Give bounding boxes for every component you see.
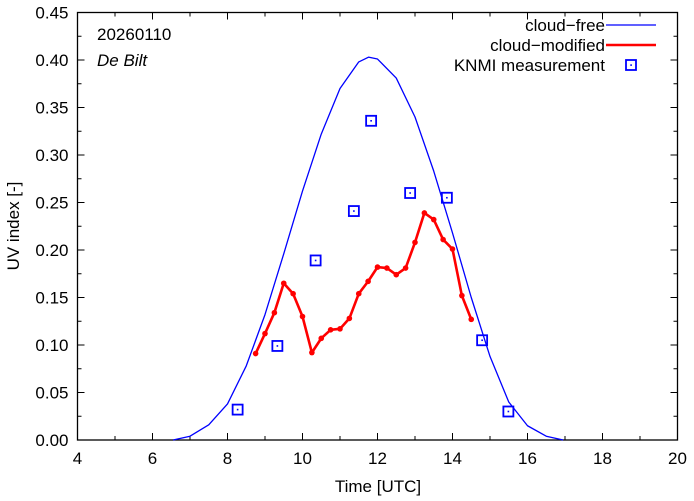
x-tick-label: 14 [443, 449, 462, 468]
data-point [337, 326, 343, 332]
marker-dot [446, 196, 448, 199]
marker-dot [236, 408, 239, 411]
data-point [365, 278, 371, 285]
y-tick-label: 0.20 [35, 241, 68, 260]
marker-square [476, 334, 489, 347]
measurement-marker [440, 191, 453, 204]
marker-dot [370, 120, 372, 122]
legend: cloud−free cloud−modified KNMI measureme… [454, 16, 656, 75]
y-tick-label: 0.15 [35, 289, 68, 308]
data-point [346, 315, 353, 322]
y-tick-label: 0.35 [35, 99, 68, 118]
data-point [299, 313, 306, 320]
y-tick-label: 0.25 [35, 194, 68, 213]
y-tick-label: 0.40 [35, 51, 68, 70]
marker-dot [507, 410, 510, 413]
x-tick-label: 18 [593, 449, 612, 468]
marker-square [440, 191, 453, 204]
series-cloud-free [172, 56, 564, 441]
x-tick-label: 20 [668, 449, 687, 468]
data-point [468, 316, 475, 323]
x-axis: 4 6 8 10 12 14 16 18 20 [73, 12, 687, 468]
x-tick-label: 10 [293, 449, 312, 468]
data-point [318, 335, 325, 342]
data-point [280, 280, 287, 287]
marker-dot [481, 339, 483, 342]
measurement-marker [365, 114, 378, 127]
data-point [449, 246, 456, 252]
plot-frame [76, 11, 679, 441]
y-tick-label: 0.05 [35, 384, 68, 403]
marker-square [231, 403, 244, 416]
y-axis-title: UV index [-] [4, 182, 23, 271]
marker-square [271, 340, 284, 352]
series-layer [172, 56, 564, 441]
y-axis: 0.00 0.05 0.10 0.15 0.20 0.25 0.30 0.35 0.40 0.45 [35, 4, 678, 450]
marker-dot [276, 345, 279, 347]
measurement-marker [271, 340, 284, 352]
legend-label-cloud-free: cloud−free [525, 16, 605, 35]
y-tick-label: 0.45 [35, 4, 68, 23]
data-point [421, 210, 428, 216]
legend-label-knmi-measurement: KNMI measurement [454, 56, 605, 75]
marker-dot [353, 210, 355, 212]
x-axis-title: Time [UTC] [335, 477, 421, 496]
marker-square [347, 205, 360, 217]
marker-square [365, 114, 378, 127]
y-tick-label: 0.00 [35, 431, 68, 450]
data-point [252, 350, 259, 357]
x-tick-label: 4 [73, 449, 82, 468]
legend-marker-knmi-measurement [625, 59, 637, 71]
annotation-date: 20260110 [97, 25, 171, 44]
series-line [172, 56, 564, 441]
data-point [309, 349, 315, 356]
data-point [374, 264, 381, 270]
data-point [393, 271, 400, 278]
x-tick-label: 6 [148, 449, 157, 468]
measurement-marker [231, 403, 244, 416]
y-tick-label: 0.10 [35, 336, 68, 355]
data-point [440, 236, 446, 243]
measurement-marker [502, 405, 515, 418]
data-point [262, 330, 268, 337]
annotation-station: De Bilt [97, 51, 148, 70]
series-line [254, 211, 473, 355]
data-point [384, 265, 390, 271]
marker-square [309, 254, 322, 267]
data-point [290, 290, 296, 297]
data-point [327, 327, 334, 333]
marker-dot [409, 192, 411, 194]
measurement-marker [347, 205, 360, 217]
measurement-marker [309, 254, 322, 267]
marker-square [404, 187, 417, 199]
marker-dot [314, 259, 317, 262]
marker-square [502, 405, 515, 418]
data-point [430, 216, 437, 223]
x-tick-label: 8 [223, 449, 232, 468]
data-point [402, 265, 409, 271]
y-tick-label: 0.30 [35, 146, 68, 165]
series-cloud-modified [252, 210, 475, 357]
measurement-marker [404, 187, 417, 199]
legend-label-cloud-modified: cloud−modified [490, 36, 605, 55]
data-point [271, 309, 278, 316]
series-knmi-measurement [231, 114, 515, 418]
data-point [355, 290, 362, 297]
x-tick-label: 16 [518, 449, 537, 468]
measurement-marker [476, 334, 489, 347]
data-point [412, 239, 418, 246]
plot-border [76, 11, 679, 441]
data-point [459, 292, 465, 299]
x-tick-label: 12 [368, 449, 387, 468]
